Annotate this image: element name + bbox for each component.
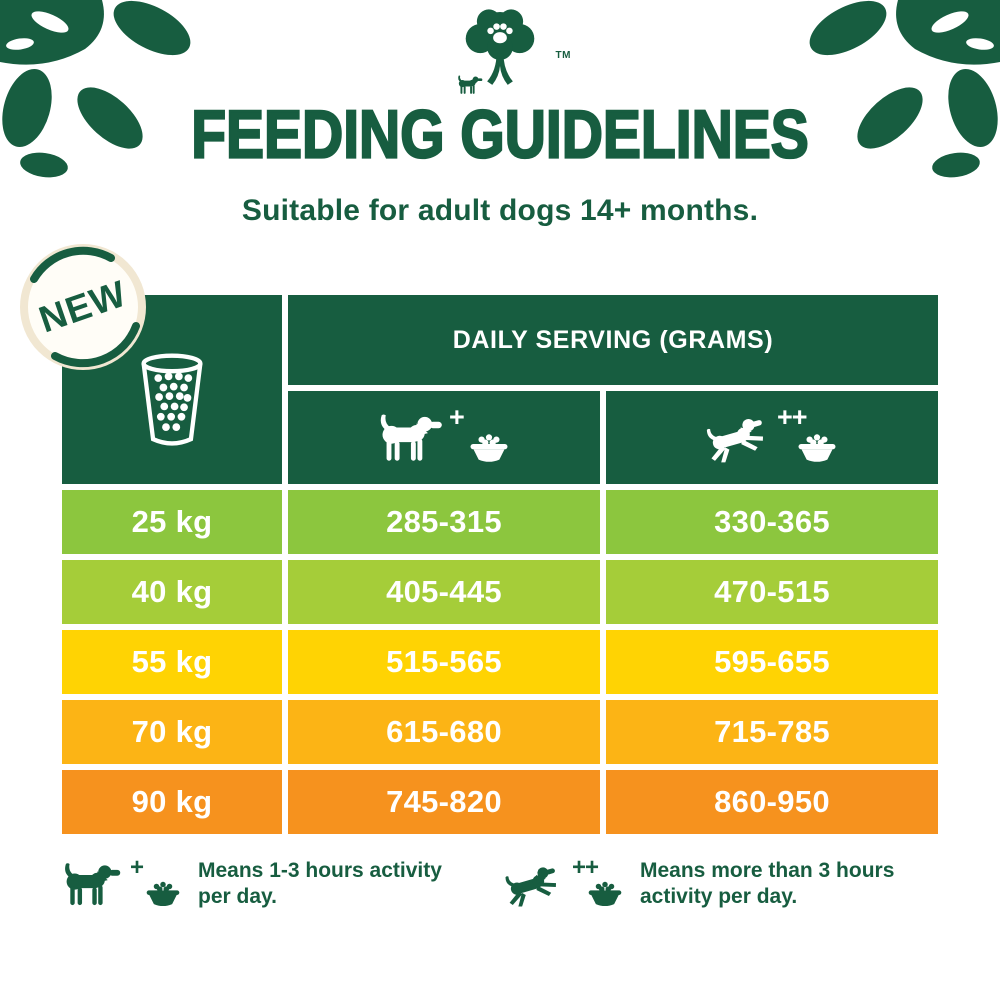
legend-text-high: Means more than 3 hours activity per day… [640,859,895,909]
legend-item-moderate-activity: + Means 1-3 hours activity per day. [60,855,466,911]
page-subtitle: Suitable for adult dogs 14+ months. [241,194,759,227]
weight-cell: 40 kg [62,560,282,624]
moderate-activity-column-header: + [288,391,600,484]
feeding-table: DAILY SERVING (GRAMS) + ++ 25 kg 285-315 [62,295,938,834]
serving-high-cell: 595-655 [606,630,938,694]
plus-symbol: + [130,853,144,881]
food-bowl-icon [142,878,184,908]
plus-plus-symbol: ++ [777,401,808,432]
high-activity-column-header: ++ [606,391,938,484]
weight-cell: 70 kg [62,700,282,764]
serving-high-cell: 715-785 [606,700,938,764]
jumping-dog-icon [502,861,574,908]
food-bowl-icon [584,878,626,908]
food-bowl-icon [793,430,841,464]
weight-cell: 55 kg [62,630,282,694]
serving-moderate-cell: 515-565 [288,630,600,694]
daily-serving-header: DAILY SERVING (GRAMS) [288,295,938,385]
walking-dog-icon [375,412,455,464]
serving-high-cell: 330-365 [606,490,938,554]
serving-high-cell: 860-950 [606,770,938,834]
serving-moderate-cell: 615-680 [288,700,600,764]
tree-paw-dog-icon [425,6,575,102]
jumping-dog-icon [703,412,783,464]
walking-dog-activity-icon: + [375,403,513,464]
brand-tree-logo: TM [425,6,575,102]
page-title: FEEDING GUIDELINES [190,96,810,174]
new-badge-circle-icon [20,244,146,370]
walking-dog-activity-icon: + [60,855,184,908]
walking-dog-icon [60,861,132,908]
new-badge: NEW [16,240,150,374]
legend-text-moderate: Means 1-3 hours activity per day. [198,859,442,909]
food-bowl-icon [465,430,513,464]
serving-moderate-cell: 745-820 [288,770,600,834]
serving-moderate-cell: 405-445 [288,560,600,624]
weight-cell: 90 kg [62,770,282,834]
legend-item-high-activity: ++ Means more than 3 hours activity per … [502,855,940,911]
serving-high-cell: 470-515 [606,560,938,624]
trademark-mark: TM [555,50,571,61]
plus-plus-symbol: ++ [572,853,599,881]
plus-symbol: + [449,401,465,432]
jumping-dog-activity-icon: ++ [703,403,841,464]
activity-legend: + Means 1-3 hours activity per day. ++ M… [60,855,940,911]
weight-cell: 25 kg [62,490,282,554]
jumping-dog-activity-icon: ++ [502,855,626,908]
serving-moderate-cell: 285-315 [288,490,600,554]
